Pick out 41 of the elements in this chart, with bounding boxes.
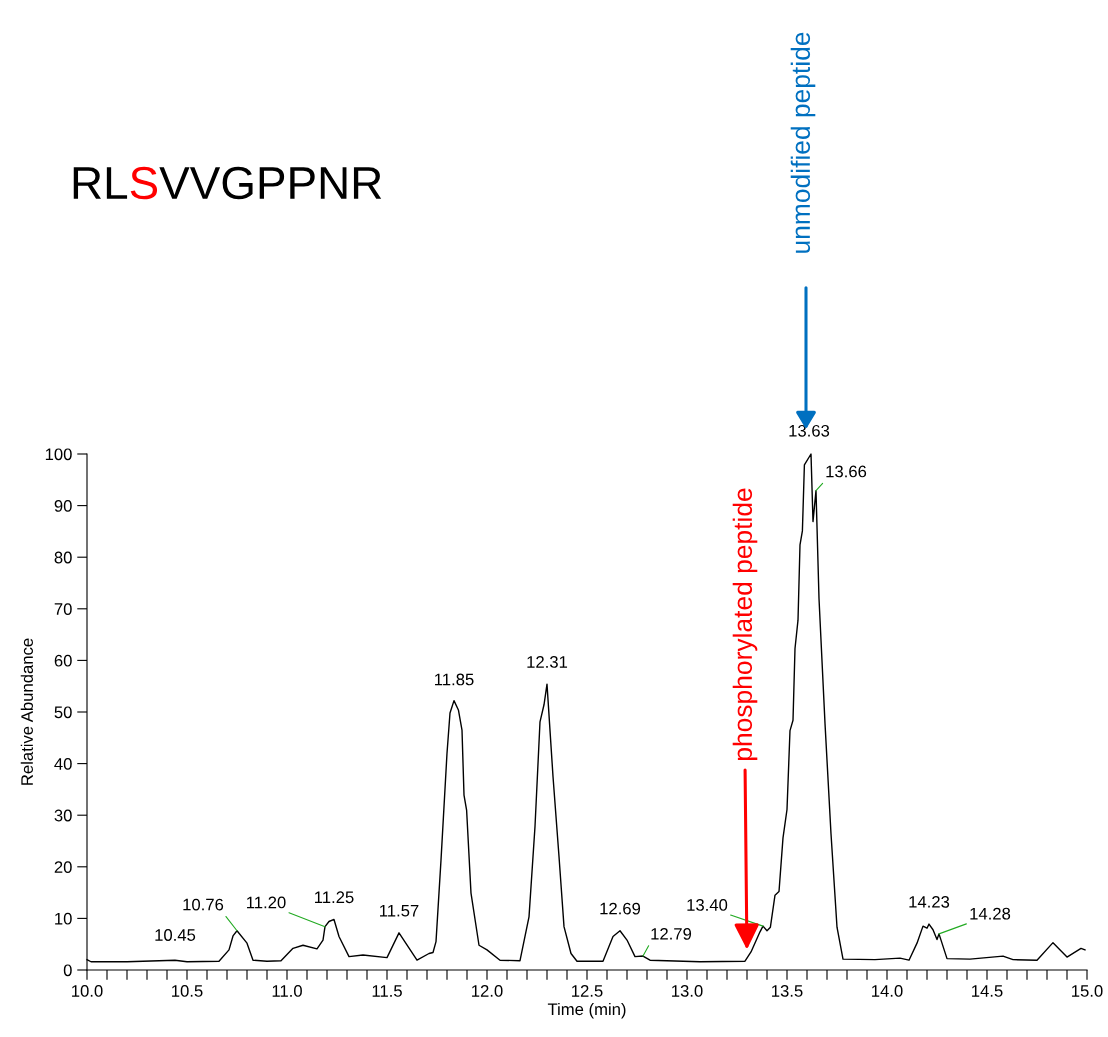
y-tick-label: 30 <box>54 809 72 822</box>
y-tick-label: 90 <box>54 500 72 512</box>
y-tick-label: 70 <box>54 603 72 615</box>
text: unmodified peptide <box>790 32 816 253</box>
annotation: 12.79 <box>651 927 692 940</box>
x-tick-label: 10.0 <box>72 985 103 997</box>
x-tick-label: 14.5 <box>972 985 1003 997</box>
annotation: 10.76 <box>183 898 224 911</box>
x-tick-label: 13.0 <box>672 985 703 997</box>
annotation: 11.85 <box>435 673 474 686</box>
x-tick-label: 11.0 <box>272 985 302 997</box>
annotation: 13.66 <box>826 465 867 478</box>
y-tick-label: 80 <box>54 551 72 564</box>
y-tick-label: 20 <box>54 861 72 873</box>
x-tick-label: 14.0 <box>872 985 903 997</box>
x-tick-label: 12.5 <box>572 985 603 997</box>
y-tick-label: 40 <box>54 758 72 770</box>
x-tick-label: 15.0 <box>1072 985 1103 997</box>
y-tick-label: 100 <box>45 448 72 461</box>
annotation: 11.20 <box>247 896 286 909</box>
annotation: 14.23 <box>909 895 950 908</box>
y-axis-title: Relative Abundance <box>20 638 33 785</box>
x-axis-title: Time (min) <box>547 1002 626 1019</box>
annotation: 10.45 <box>155 929 196 941</box>
x-tick-label: 10.5 <box>172 985 203 997</box>
annotation: 12.31 <box>527 656 568 668</box>
annotation: 11.25 <box>315 891 354 904</box>
annotation: 14.28 <box>970 907 1011 920</box>
annotation: phosphorylated peptide <box>732 488 758 760</box>
x-tick-label: 13.5 <box>772 985 803 997</box>
annotation: 13.40 <box>687 899 728 911</box>
x-tick-label: 11.5 <box>372 985 402 997</box>
x-tick-label: 12.0 <box>472 985 503 997</box>
y-tick-label: 60 <box>54 654 72 667</box>
y-tick-label: 50 <box>54 706 72 719</box>
annotation: 13.63 <box>789 424 830 437</box>
chart-title: RLSVVGPPNR <box>73 166 382 200</box>
annotation: 12.69 <box>600 902 641 915</box>
annotation: 11.57 <box>380 904 419 917</box>
y-tick-label: 0 <box>63 964 72 977</box>
y-tick-label: 10 <box>55 912 72 925</box>
